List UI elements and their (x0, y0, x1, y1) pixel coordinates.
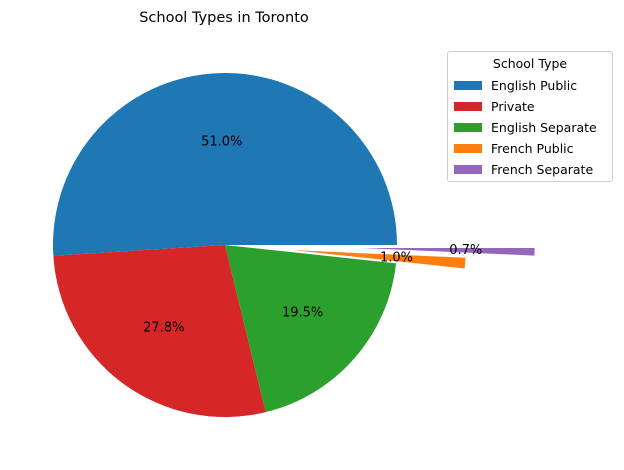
legend-item: English Separate (454, 119, 597, 135)
legend-swatch (454, 143, 482, 153)
pie-slice-english-public (52, 72, 397, 256)
pie-label-english-separate: 19.5% (282, 306, 323, 321)
pie-slice-french-separate (362, 248, 535, 256)
pie-label-french-separate: 0.7% (449, 243, 482, 258)
pie-slice-private (53, 245, 266, 418)
pie-label-private: 27.8% (143, 321, 184, 336)
legend-label: Private (491, 98, 535, 114)
legend-item: Private (454, 98, 535, 114)
pie-label-french-public: 1.0% (380, 250, 413, 265)
chart-title: School Types in Toronto (139, 10, 309, 26)
legend-swatch (454, 101, 482, 111)
pie-label-english-public: 51.0% (201, 134, 242, 149)
legend-label: English Separate (491, 119, 597, 135)
legend-item: French Public (454, 140, 574, 156)
pie-percent-labels: 51.0% 27.8% 19.5% 1.0% 0.7% (143, 134, 482, 335)
legend-item: French Separate (454, 161, 593, 177)
legend-label: English Public (491, 77, 578, 93)
legend-title: School Type (492, 56, 568, 71)
pie-slice-french-public (293, 250, 466, 269)
legend-swatch (454, 164, 482, 174)
pie-slices (52, 72, 535, 418)
legend-swatch (454, 122, 482, 132)
legend-label: French Separate (491, 161, 594, 177)
legend-item: English Public (454, 77, 577, 93)
legend-swatch (454, 80, 482, 90)
legend-label: French Public (491, 140, 574, 156)
legend: School Type English Public Private English… (447, 51, 613, 182)
pie-slice-english-separate (225, 245, 397, 413)
